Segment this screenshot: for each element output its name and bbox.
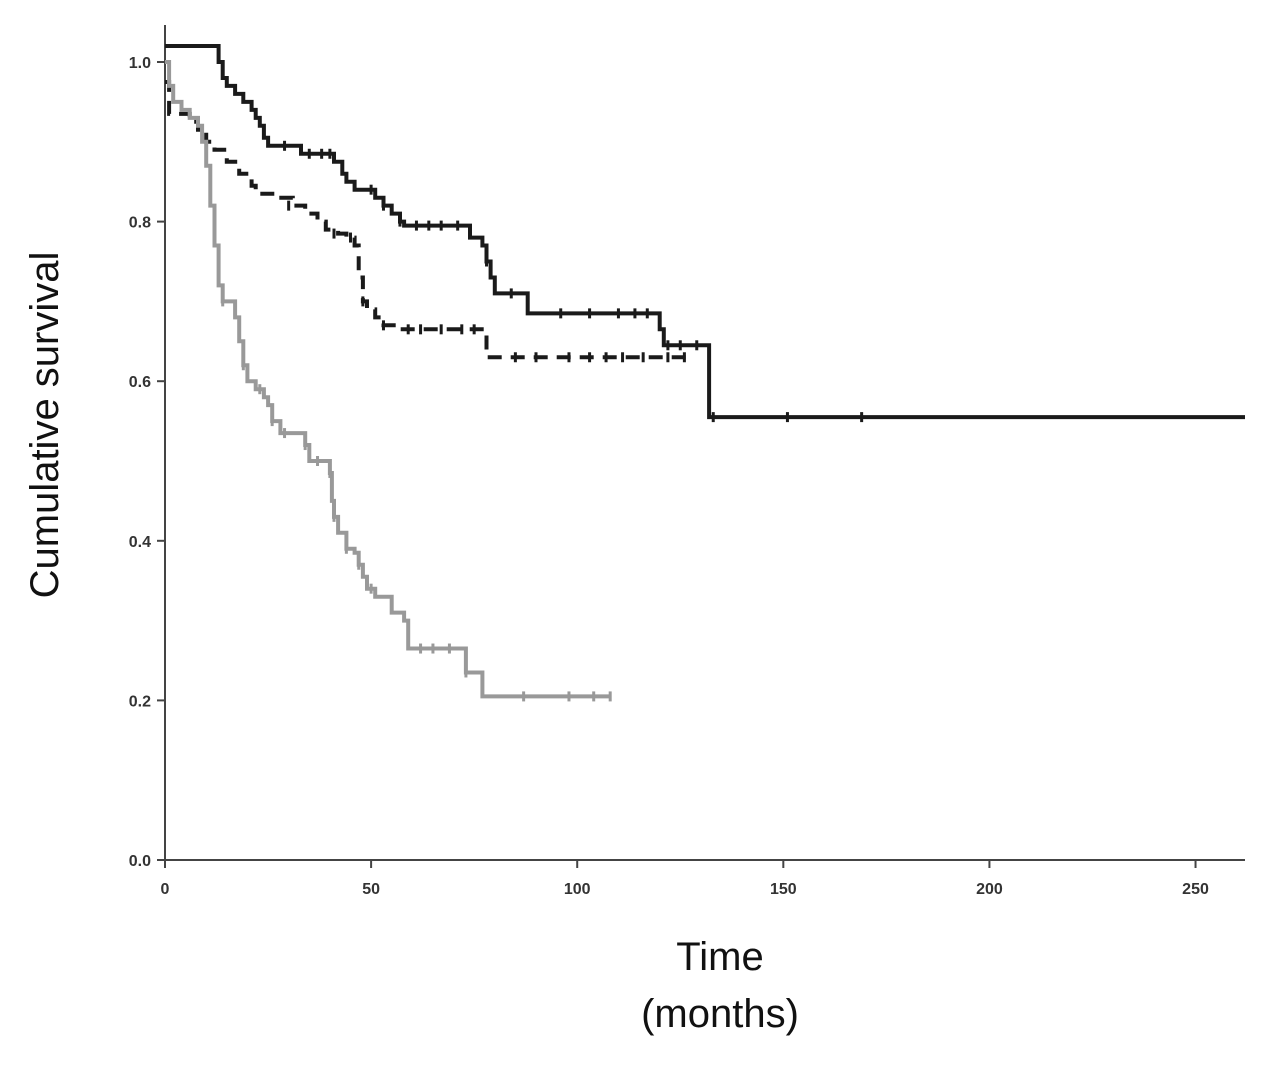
y-tick-label: 0.0 [129, 853, 151, 870]
x-tick-label: 0 [161, 881, 170, 898]
x-axis-unit: (months) [641, 992, 799, 1036]
y-tick-label: 0.6 [129, 374, 151, 391]
x-tick-label: 250 [1182, 881, 1209, 898]
survival-curve-3 [165, 60, 611, 699]
axes [164, 25, 1245, 861]
survival-curve-1 [165, 44, 1245, 420]
x-tick-label: 50 [362, 881, 380, 898]
y-tick-label: 1.0 [129, 55, 151, 72]
x-axis-title: Time [676, 935, 763, 979]
y-tick-label: 0.4 [129, 534, 151, 551]
y-tick-label: 0.8 [129, 215, 151, 232]
x-tick-label: 150 [770, 881, 797, 898]
y-axis-title: Cumulative survival [23, 252, 67, 599]
survival-curve-2 [165, 80, 693, 360]
series-lines [165, 44, 1245, 699]
y-tick-label: 0.2 [129, 693, 151, 710]
x-tick-label: 200 [976, 881, 1003, 898]
x-tick-label: 100 [564, 881, 591, 898]
ticks: 0 50 100 150 200 250 0.0 0.2 0.4 0.6 0.8 1.0 [129, 55, 1209, 898]
censor-marks [221, 140, 864, 702]
